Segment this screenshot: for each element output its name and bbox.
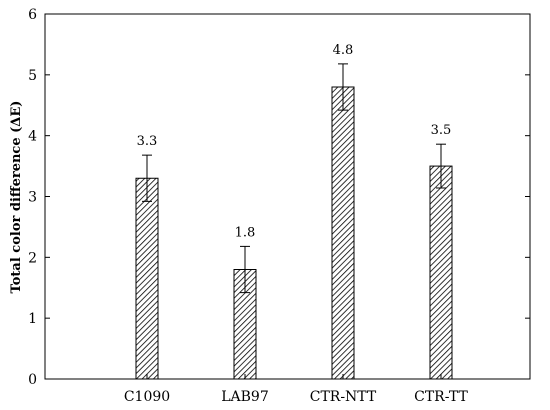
y-axis-label: Total color difference (ΔE) bbox=[9, 101, 24, 294]
y-tick-label: 6 bbox=[28, 7, 37, 23]
data-label: 4.8 bbox=[333, 43, 354, 58]
x-tick-label: LAB97 bbox=[221, 389, 269, 405]
y-tick-label: 2 bbox=[28, 250, 37, 266]
y-tick-label: 4 bbox=[28, 129, 37, 145]
x-tick-label: C1090 bbox=[124, 389, 170, 405]
x-tick-label: CTR-NTT bbox=[310, 389, 377, 405]
plot-border bbox=[44, 13, 531, 380]
bars: 3.3 1.8 4.8 3.5 bbox=[135, 43, 453, 380]
x-tick-label: CTR-TT bbox=[414, 389, 468, 405]
bar-ctr-ntt bbox=[331, 86, 355, 380]
data-label: 1.8 bbox=[235, 225, 256, 240]
y-axis: 0 1 2 3 4 5 6 bbox=[28, 7, 530, 388]
y-tick-label: 5 bbox=[28, 68, 37, 84]
bar-ctr-tt bbox=[429, 165, 453, 380]
data-label: 3.3 bbox=[137, 134, 158, 149]
bar-c1090 bbox=[135, 177, 159, 380]
x-axis: C1090 LAB97 CTR-NTT CTR-TT bbox=[124, 374, 469, 405]
data-label: 3.5 bbox=[431, 123, 452, 138]
y-tick-label: 0 bbox=[28, 372, 37, 388]
y-tick-label: 1 bbox=[28, 311, 37, 327]
plot-frame bbox=[44, 13, 531, 380]
y-tick-label: 3 bbox=[28, 190, 37, 206]
